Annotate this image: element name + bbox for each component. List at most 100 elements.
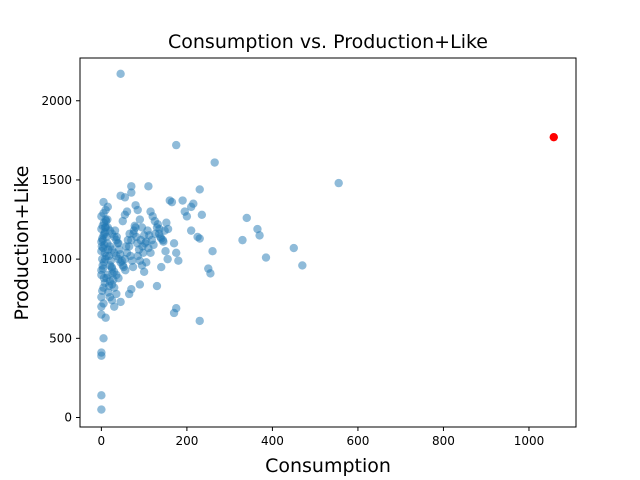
data-point xyxy=(127,285,136,294)
data-point xyxy=(99,334,108,343)
data-point xyxy=(112,232,121,242)
data-point xyxy=(139,267,149,276)
data-point xyxy=(98,264,108,273)
data-point xyxy=(130,221,139,231)
data-point xyxy=(97,348,106,357)
x-axis: 0 200 400 600 800 1000 xyxy=(98,427,545,448)
data-point xyxy=(97,405,106,414)
data-point xyxy=(127,188,136,197)
x-tick-label: 600 xyxy=(346,434,369,448)
data-point xyxy=(208,247,217,256)
y-tick-label: 0 xyxy=(64,410,72,424)
y-tick-label: 1500 xyxy=(41,173,72,187)
data-point xyxy=(97,242,107,251)
x-tick-label: 400 xyxy=(261,434,284,448)
data-point xyxy=(104,288,113,297)
x-tick-label: 1000 xyxy=(514,434,545,448)
data-point xyxy=(186,226,196,235)
data-point xyxy=(110,302,119,311)
plot-frame xyxy=(79,57,577,428)
points-layer xyxy=(97,69,558,414)
data-point xyxy=(298,261,307,270)
data-point xyxy=(112,289,121,299)
data-point xyxy=(123,235,133,245)
data-point xyxy=(210,158,219,167)
data-point xyxy=(169,239,179,248)
data-point xyxy=(149,240,158,250)
data-point xyxy=(106,256,115,265)
data-point xyxy=(133,205,142,215)
data-point xyxy=(182,212,192,221)
data-point xyxy=(195,185,204,194)
data-point xyxy=(100,229,109,238)
data-point xyxy=(97,292,106,302)
data-point xyxy=(120,193,130,202)
data-point xyxy=(162,218,171,227)
data-point xyxy=(116,69,125,79)
data-point xyxy=(261,253,271,262)
x-tick-label: 0 xyxy=(98,434,106,448)
data-point xyxy=(178,196,187,205)
data-point xyxy=(289,243,298,253)
y-axis-label: Production+Like xyxy=(11,166,33,321)
data-point xyxy=(101,223,110,232)
y-tick-label: 1000 xyxy=(41,252,72,266)
highlighted-point xyxy=(549,132,558,142)
data-point xyxy=(116,297,125,307)
data-point xyxy=(172,140,181,150)
data-point xyxy=(110,226,120,235)
data-point xyxy=(101,313,110,322)
data-point xyxy=(157,262,166,272)
data-point xyxy=(135,215,145,224)
data-point xyxy=(109,275,118,284)
data-point xyxy=(100,248,110,257)
x-tick-label: 800 xyxy=(432,434,455,448)
data-point xyxy=(108,269,117,278)
x-tick-label: 200 xyxy=(175,434,198,448)
data-point xyxy=(172,304,181,313)
chart-title: Consumption vs. Production+Like xyxy=(168,31,488,53)
data-point xyxy=(142,258,151,267)
data-point xyxy=(163,254,172,264)
data-point xyxy=(146,248,155,257)
data-point xyxy=(174,256,183,265)
data-point xyxy=(242,213,251,223)
data-point xyxy=(195,234,204,243)
data-point xyxy=(172,248,181,257)
data-point xyxy=(334,178,343,188)
data-point xyxy=(139,248,148,257)
data-point xyxy=(127,256,137,265)
data-point xyxy=(135,280,145,289)
data-point xyxy=(98,254,107,264)
data-point xyxy=(140,239,150,248)
data-point xyxy=(161,247,170,256)
data-point xyxy=(99,197,108,207)
data-point xyxy=(167,197,177,207)
data-point xyxy=(255,231,264,240)
data-point xyxy=(144,182,153,191)
data-point xyxy=(118,216,127,226)
data-point xyxy=(99,273,109,283)
data-point xyxy=(113,239,122,248)
data-point xyxy=(127,182,136,191)
y-axis: 0 500 1000 1500 2000 xyxy=(41,94,80,424)
data-point xyxy=(128,262,138,272)
data-point xyxy=(121,266,130,275)
y-tick-label: 2000 xyxy=(41,94,72,108)
data-point xyxy=(107,262,116,272)
data-point xyxy=(117,256,127,265)
y-tick-label: 500 xyxy=(49,331,72,345)
data-point xyxy=(195,316,204,326)
x-axis-label: Consumption xyxy=(265,455,391,477)
data-point xyxy=(152,281,162,291)
data-point xyxy=(163,224,173,234)
data-point xyxy=(99,299,108,308)
data-point xyxy=(101,216,111,226)
data-point xyxy=(189,199,198,208)
data-point xyxy=(97,391,106,400)
data-point xyxy=(197,210,207,219)
data-point xyxy=(107,296,117,305)
data-point xyxy=(104,281,114,291)
data-point xyxy=(115,250,125,259)
